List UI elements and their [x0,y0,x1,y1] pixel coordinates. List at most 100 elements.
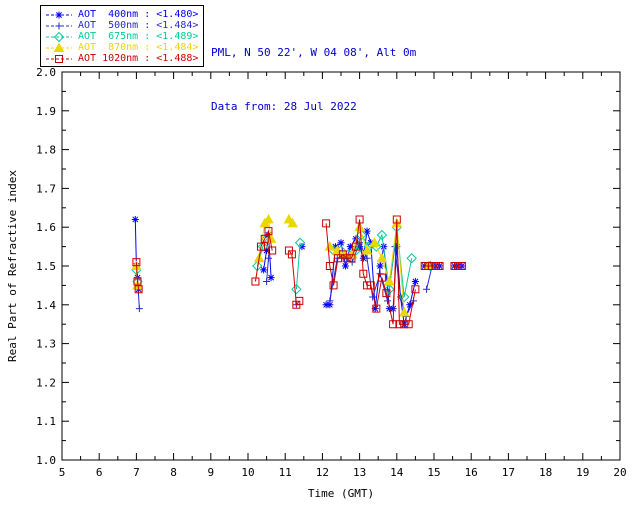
x-tick-label: 12 [316,466,329,479]
square-marker [347,254,356,263]
diamond-marker [291,284,302,295]
square-marker [377,273,386,282]
y-tick-label: 1.1 [36,415,56,428]
legend-label: AOT 400nm : <1.480> [78,9,199,20]
asterisk-marker [331,243,339,251]
legend-box: AOT 400nm : <1.480> AOT 500nm : <1.484> AO… [40,5,205,67]
asterisk-marker [341,262,349,270]
series-line [295,242,301,290]
y-tick-label: 1.3 [36,338,56,351]
legend-label: AOT 500nm : <1.484> [78,20,199,31]
series-aot-400nm [131,215,466,328]
x-axis: 5 6 7 8 9 10 11 12 13 14 15 16 17 18 19 20 Time (GMT) [59,72,627,500]
legend-entry-aot-400nm: AOT 400nm : <1.480> [45,9,198,20]
y-tick-label: 1.5 [36,260,56,273]
y-tick-label: 1.2 [36,376,56,389]
y-axis: 1.0 1.1 1.2 1.3 1.4 1.5 1.6 1.7 1.8 1.9 2.0 Real Pa… [6,66,620,467]
square-marker [355,215,364,224]
square-marker [295,296,304,305]
square-marker [284,246,293,255]
asterisk-marker [346,243,354,251]
x-tick-label: 15 [427,466,440,479]
asterisk-marker [131,215,139,223]
triangle-marker [53,42,65,52]
y-tick-label: 2.0 [36,66,56,79]
square-marker [372,304,381,313]
asterisk-marker [411,278,419,286]
triangle-marker [376,252,388,263]
legend-label: AOT 1020nm : <1.488> [78,53,199,64]
x-tick-label: 13 [353,466,366,479]
asterisk-marker [55,11,63,18]
asterisk-marker [359,254,367,262]
x-tick-label: 9 [207,466,214,479]
x-tick-label: 5 [59,466,66,479]
asterisk-marker [389,305,397,313]
x-tick-label: 10 [241,466,254,479]
square-marker [338,250,347,259]
asterisk-marker [363,227,371,235]
square-marker [257,242,266,251]
triangle-marker [398,307,410,317]
legend-label: AOT 870nm : <1.484> [78,42,199,53]
y-tick-label: 1.7 [36,182,56,195]
legend-entry-aot-500nm: AOT 500nm : <1.484> [45,20,198,31]
y-tick-label: 1.0 [36,454,56,467]
triangle-legend-icon [46,42,72,52]
data-date-text: Data from: 28 Jul 2022 [211,100,357,113]
x-tick-label: 17 [502,466,515,479]
series-line [254,229,273,282]
diamond-marker [399,291,410,303]
diamond-marker [384,284,395,295]
square-marker [329,281,338,290]
y-axis-title: Real Part of Refractive index [6,170,19,362]
square-marker [404,320,413,329]
x-tick-label: 16 [465,466,478,479]
square-marker [351,242,360,251]
station-location-text: PML, N 50 22', W 04 08', Alt 0m [211,46,417,59]
x-axis-title: Time (GMT) [308,487,374,500]
legend-entry-aot-1020nm: AOT 1020nm : <1.488> [45,53,198,64]
asterisk-marker [298,243,306,251]
plus-marker [55,22,63,29]
square-marker [325,262,334,270]
plus-marker [363,254,371,262]
square-marker [268,246,277,255]
square-marker [322,219,331,228]
asterisk-marker [376,262,384,270]
x-tick-label: 11 [279,466,292,479]
diamond-marker [294,237,306,248]
y-tick-label: 1.9 [36,105,56,118]
triangle-marker [287,217,298,228]
asterisk-marker [326,301,334,309]
square-marker [133,277,142,286]
asterisk-marker [263,246,271,254]
square-marker [382,289,391,298]
triangle-marker [384,276,395,286]
square-marker [435,262,444,270]
asterisk-marker [260,266,268,274]
square-marker [411,285,420,294]
diamond-marker [406,253,417,264]
y-tick-label: 1.8 [36,144,56,157]
plus-marker [264,254,272,262]
triangle-marker [263,213,274,224]
triangle-marker [369,237,380,247]
legend-entry-aot-870nm: AOT 870nm : <1.484> [45,42,198,53]
asterisk-marker [352,235,360,243]
diamond-marker [53,31,65,42]
legend-entry-aot-675nm: AOT 675nm : <1.489> [45,31,198,42]
x-tick-label: 8 [170,466,177,479]
plus-legend-icon [46,22,72,29]
x-tick-label: 20 [613,466,626,479]
square-marker [292,300,301,309]
x-tick-label: 14 [390,466,404,479]
series-line [288,250,300,307]
legend-label: AOT 675nm : <1.489> [78,31,199,42]
asterisk-legend-icon [46,11,72,18]
x-tick-label: 6 [96,466,103,479]
square-marker [251,277,260,286]
asterisk-marker [406,301,414,309]
